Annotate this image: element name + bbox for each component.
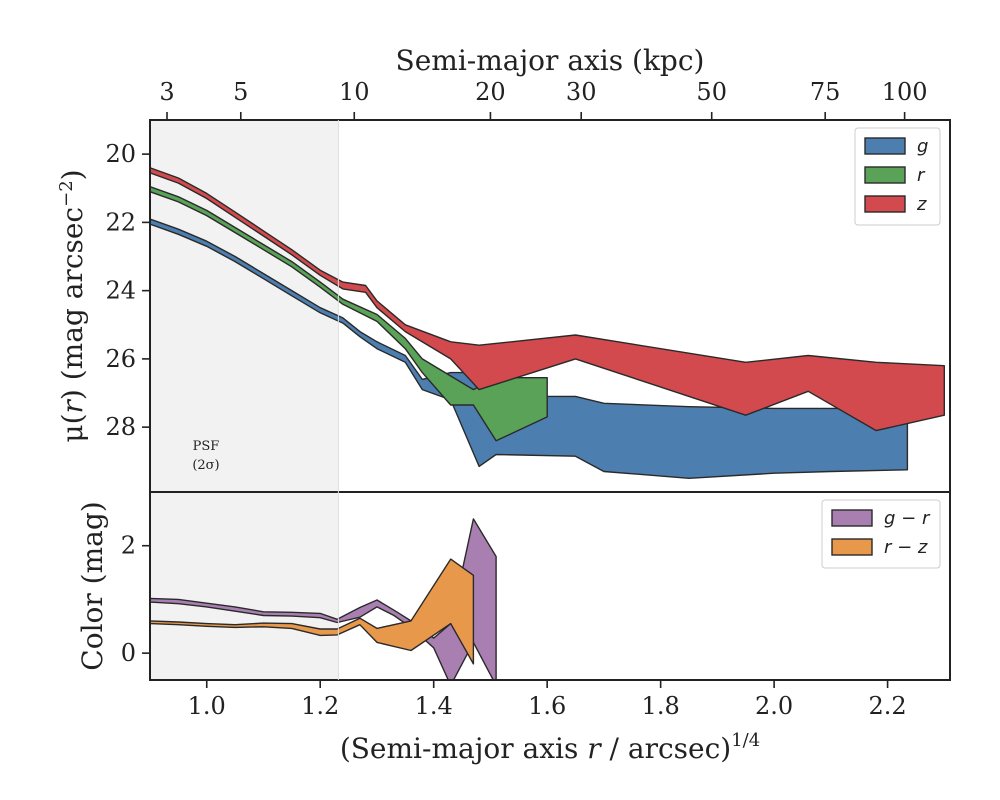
top-x-ticks: 3 5 10 20 30 50 75 100 — [159, 78, 928, 120]
bottom-y-axis-title: Color (mag) — [76, 501, 109, 670]
psf-sigma-label: (2σ) — [192, 458, 219, 473]
psf-shaded-region-bottom — [150, 492, 339, 680]
x-tick-label: 2.2 — [869, 692, 907, 720]
top-x-tick-label: 20 — [475, 78, 506, 106]
y-tick-label: 0 — [121, 639, 136, 667]
x-tick-label: 2.0 — [755, 692, 793, 720]
y-tick-label: 26 — [105, 345, 136, 373]
x-tick-label: 1.8 — [642, 692, 680, 720]
x-tick-label: 1.4 — [415, 692, 453, 720]
bottom-panel-frame — [149, 491, 951, 681]
band-rz — [150, 558, 475, 665]
top-y-ticks: 20 22 24 26 28 — [105, 140, 150, 441]
band-g — [150, 218, 909, 479]
top-x-tick-label: 50 — [696, 78, 727, 106]
top-x-tick-label: 3 — [159, 78, 174, 106]
legend-label: g − r — [884, 508, 931, 529]
y-tick-label: 2 — [121, 532, 136, 560]
band-z — [150, 167, 945, 432]
psf-label: PSF — [193, 439, 220, 454]
y-tick-label: 20 — [105, 140, 136, 168]
x-tick-label: 1.0 — [188, 692, 226, 720]
top-x-axis-title: Semi-major axis (kpc) — [396, 44, 705, 77]
bottom-legend: g − r r − z — [821, 499, 941, 569]
bottom-y-ticks: 02 — [121, 532, 150, 667]
legend-swatch — [864, 166, 906, 184]
top-legend: grz — [854, 127, 941, 226]
bottom-panel-series — [150, 518, 497, 680]
band-r — [150, 185, 548, 442]
bottom-x-axis-title: (Semi-major axis r / arcsec)1/4 — [340, 730, 760, 765]
top-x-tick-label: 100 — [882, 78, 928, 106]
top-x-tick-label: 10 — [339, 78, 370, 106]
top-panel-series — [150, 167, 945, 479]
legend-label: r − z — [884, 537, 928, 558]
legend-label: r — [917, 165, 926, 186]
band-gr — [150, 518, 497, 680]
top-y-axis-title: μ(r) (mag arcsec−2) — [56, 169, 89, 442]
x-tick-label: 1.6 — [528, 692, 566, 720]
legend-label: z — [916, 194, 927, 215]
x-tick-label: 1.2 — [301, 692, 339, 720]
top-x-tick-label: 75 — [810, 78, 841, 106]
y-tick-label: 24 — [105, 277, 136, 305]
legend-swatch — [864, 195, 906, 213]
y-tick-label: 22 — [105, 208, 136, 236]
top-x-tick-label: 30 — [566, 78, 597, 106]
legend-swatch — [864, 137, 906, 155]
legend-swatch — [831, 509, 873, 527]
legend-label: g — [917, 136, 928, 157]
top-x-tick-label: 5 — [233, 78, 248, 106]
y-tick-label: 28 — [105, 413, 136, 441]
legend-swatch — [831, 538, 873, 556]
bottom-x-ticks: 1.0 1.2 1.4 1.6 1.8 2.0 2.2 — [188, 680, 907, 720]
